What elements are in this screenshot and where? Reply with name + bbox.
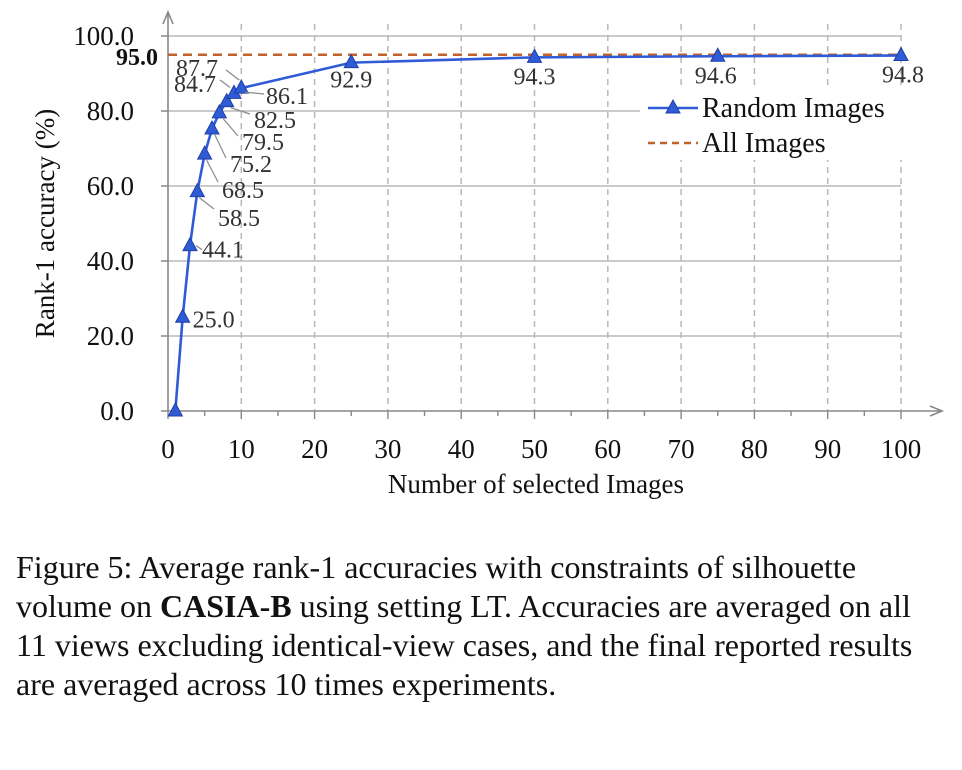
x-tick-label: 80 — [741, 434, 768, 464]
x-tick-label: 20 — [301, 434, 328, 464]
chart-figure: 0.0 20.0 40.0 60.0 80.0 100.0 0 10 20 30 40 50 60 70 8… — [30, 9, 945, 499]
axes-layer: 0.0 20.0 40.0 60.0 80.0 100.0 0 10 20 30 40 50 60 70 8… — [30, 9, 945, 499]
data-label-leader — [198, 197, 215, 210]
data-label-leader — [225, 69, 240, 81]
y-axis-arrow — [162, 9, 174, 25]
random-images-marker — [204, 119, 220, 135]
x-axis-arrow — [929, 405, 945, 417]
data-label: 44.1 — [202, 238, 244, 264]
legend-random-images-label: Random Images — [702, 93, 885, 124]
random-images-marker — [174, 308, 191, 323]
legend-background — [640, 88, 920, 160]
random-images-marker — [893, 46, 909, 61]
x-tick-label: 0 — [161, 434, 175, 464]
data-label-leader — [214, 134, 227, 159]
data-label: 94.3 — [514, 64, 556, 90]
random-images-marker — [167, 401, 184, 417]
random-images-marker — [182, 236, 198, 252]
all-images-value-label: 95.0 — [116, 45, 158, 71]
y-tick-label: 0.0 — [100, 396, 134, 426]
random-images-marker — [218, 92, 235, 108]
x-tick-label: 10 — [228, 434, 255, 464]
data-label: 87.7 — [176, 56, 218, 82]
x-tick-label: 30 — [374, 434, 401, 464]
figure-caption: Figure 5: Average rank-1 accuracies with… — [16, 548, 946, 704]
data-label-leader — [195, 245, 203, 251]
x-tick-label: 70 — [668, 434, 695, 464]
data-label: 94.6 — [695, 63, 737, 89]
random-images-marker — [189, 182, 206, 198]
data-label: 79.5 — [242, 130, 284, 156]
caption-dataset-name: CASIA-B — [159, 588, 292, 624]
data-label: 82.5 — [254, 108, 296, 134]
random-images-line — [174, 54, 902, 412]
labels-layer: 95.0 25.0 44.1 58.568.575.279.582.5 84.7 86.1… — [116, 45, 924, 334]
data-label: 58.5 — [218, 206, 260, 232]
rank1-accuracy-chart: 0.0 20.0 40.0 60.0 80.0 100.0 0 10 20 30 40 50 60 70 8… — [30, 9, 945, 499]
data-label: 75.2 — [230, 152, 272, 178]
random-images-marker — [709, 47, 726, 62]
y-tick-label: 20.0 — [87, 321, 134, 351]
x-tick-label: 90 — [814, 434, 841, 464]
grid-layer — [168, 24, 902, 411]
x-tick-label: 50 — [521, 434, 548, 464]
legend: Random Images All Images — [640, 88, 920, 160]
data-label: 86.1 — [266, 84, 308, 110]
y-tick-label: 80.0 — [87, 96, 134, 126]
legend-random-images-marker — [665, 98, 681, 114]
y-axis-title: Rank-1 accuracy (%) — [30, 109, 60, 338]
random-images-marker — [526, 48, 543, 63]
y-tick-label: 100.0 — [73, 21, 134, 51]
legend-all-images-label: All Images — [702, 128, 826, 159]
data-label: 94.8 — [882, 63, 924, 89]
random-images-marker — [343, 53, 360, 69]
x-tick-label: 40 — [448, 434, 475, 464]
data-label: 68.5 — [222, 178, 264, 204]
random-images-marker — [196, 145, 213, 160]
data-label: 92.9 — [330, 68, 372, 94]
series-layer — [167, 46, 909, 417]
data-label-leader — [219, 79, 231, 88]
data-label: 84.7 — [174, 72, 216, 98]
data-label-leader — [222, 118, 239, 137]
y-tick-label: 40.0 — [87, 246, 134, 276]
caption-prefix: Figure 5: Average rank-1 accuracies with… — [16, 549, 857, 624]
random-images-marker — [211, 103, 228, 119]
data-label-leader — [245, 91, 265, 95]
data-label-leader — [206, 159, 219, 183]
random-images-marker — [233, 79, 250, 94]
x-tick-label: 100 — [881, 434, 922, 464]
x-axis-title: Number of selected Images — [388, 469, 684, 499]
y-tick-label: 60.0 — [87, 171, 134, 201]
data-label-leader — [230, 107, 251, 115]
caption-suffix: using setting LT. Accuracies are average… — [16, 588, 913, 702]
data-label: 25.0 — [193, 307, 235, 333]
x-tick-label: 60 — [594, 434, 621, 464]
